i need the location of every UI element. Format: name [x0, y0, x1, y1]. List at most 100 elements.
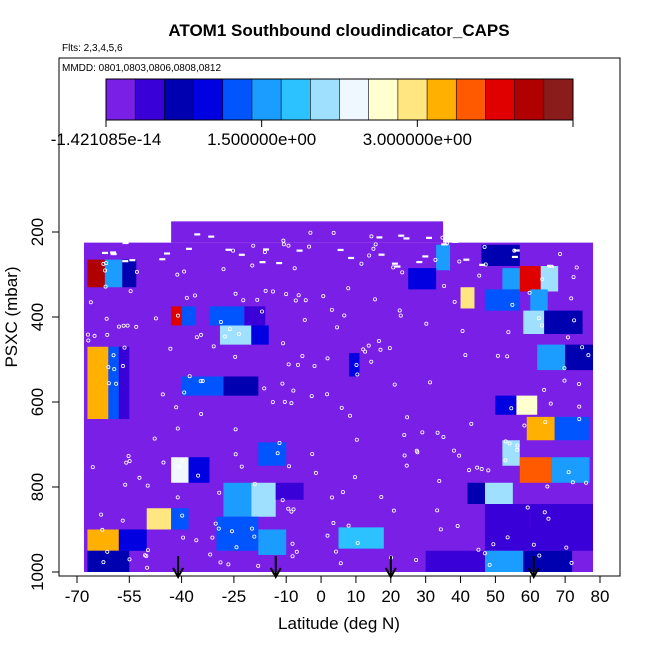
observation-dot	[180, 458, 185, 463]
heatmap-cell	[523, 310, 545, 334]
observation-dot	[352, 475, 357, 480]
observation-dot	[373, 242, 378, 247]
colorbar-swatch	[222, 79, 253, 120]
heatmap-cell	[436, 244, 451, 271]
observation-dot	[325, 392, 330, 397]
observation-dots	[85, 230, 591, 570]
observation-dot	[378, 347, 383, 352]
observation-dot	[566, 470, 571, 475]
observation-dot	[355, 372, 360, 377]
observation-dot	[414, 557, 419, 562]
observation-dot	[433, 257, 438, 262]
heatmap-cell	[526, 416, 555, 441]
y-axis-title: PSXC (mbar)	[2, 266, 21, 367]
observation-dot	[522, 423, 527, 428]
colorbar-swatch	[106, 79, 136, 120]
observation-dot	[331, 521, 336, 526]
observation-dot	[509, 406, 514, 411]
observation-dot	[198, 379, 203, 384]
observation-dot	[310, 451, 315, 456]
heatmap-cell	[118, 529, 147, 551]
observation-dot	[548, 401, 553, 406]
observation-dot	[282, 399, 287, 404]
observation-dot	[359, 261, 364, 266]
observation-dot	[414, 448, 419, 453]
observation-dot	[503, 458, 508, 463]
heatmap-cell	[87, 529, 119, 551]
heatmap-cell	[484, 289, 520, 311]
heatmap-cell	[484, 550, 524, 572]
observation-dot	[145, 548, 150, 553]
observation-dot	[187, 374, 192, 379]
observation-dot	[289, 509, 294, 514]
observation-dot	[88, 300, 93, 305]
observation-dot	[292, 266, 297, 271]
observation-dot	[125, 323, 130, 328]
colorbar-swatch	[514, 79, 545, 120]
colorbar-tick-label: -1.421085e-14	[51, 130, 162, 149]
observation-dot	[391, 508, 396, 513]
heatmap-cell	[425, 550, 485, 572]
observation-dot	[361, 347, 366, 352]
observation-dot	[286, 506, 291, 511]
observation-dot	[137, 475, 142, 480]
observation-dot	[211, 344, 216, 349]
observation-dot	[457, 259, 462, 264]
observation-dot	[397, 308, 402, 313]
observation-dot	[217, 490, 222, 495]
observation-dot	[92, 333, 97, 338]
observation-dot	[198, 332, 203, 337]
observation-dot	[252, 481, 257, 486]
colorbar-swatch	[543, 79, 574, 120]
observation-dot	[577, 404, 582, 409]
observation-dot	[241, 298, 246, 303]
observation-dot	[505, 535, 510, 540]
heatmap-cell	[408, 268, 437, 290]
observation-dot	[262, 386, 267, 391]
observation-dot	[290, 541, 295, 546]
observation-dot	[476, 547, 481, 552]
observation-dot	[376, 339, 381, 344]
observation-dot	[222, 334, 227, 339]
observation-dot	[475, 465, 480, 470]
observation-dot	[111, 353, 116, 358]
observation-dot	[134, 269, 139, 274]
observation-dot	[303, 298, 308, 303]
arrow-head	[269, 567, 282, 580]
observation-dot	[400, 270, 405, 275]
observation-dot	[120, 518, 125, 523]
observation-dot	[309, 394, 314, 399]
observation-dot	[510, 302, 515, 307]
x-tick-label: 10	[346, 587, 365, 606]
observation-dot	[295, 362, 300, 367]
colorbar: -1.421085e-14 1.500000e+00 3.000000e+00	[51, 78, 574, 149]
heatmap-cell	[188, 457, 210, 483]
observation-dot	[354, 362, 359, 367]
heatmap-cell	[223, 376, 259, 396]
x-tick-label: 0	[316, 587, 325, 606]
observation-dot	[452, 448, 457, 453]
observation-dot	[181, 535, 186, 540]
observation-dot	[487, 562, 492, 567]
heatmap-cell	[523, 550, 573, 572]
observation-dot	[542, 510, 547, 515]
observation-dot	[286, 243, 291, 248]
x-tick-label: 70	[556, 587, 575, 606]
flights-note: Flts: 2,3,4,5,6	[62, 43, 123, 54]
observation-dot	[286, 362, 291, 367]
observation-dot	[293, 298, 298, 303]
observation-dot	[122, 345, 127, 350]
colorbar-frame	[105, 78, 574, 121]
heatmap-cell	[87, 259, 105, 288]
observation-dot	[367, 253, 372, 258]
observation-dot	[216, 526, 221, 531]
colorbar-tick-label: 1.500000e+00	[207, 130, 316, 149]
heatmap-cell	[502, 268, 524, 292]
observation-dot	[334, 549, 339, 554]
colorbar-swatch	[164, 79, 195, 120]
heatmap-cell	[530, 289, 548, 311]
observation-dot	[569, 560, 574, 565]
observation-dot	[525, 505, 530, 510]
observation-dot	[218, 560, 223, 565]
